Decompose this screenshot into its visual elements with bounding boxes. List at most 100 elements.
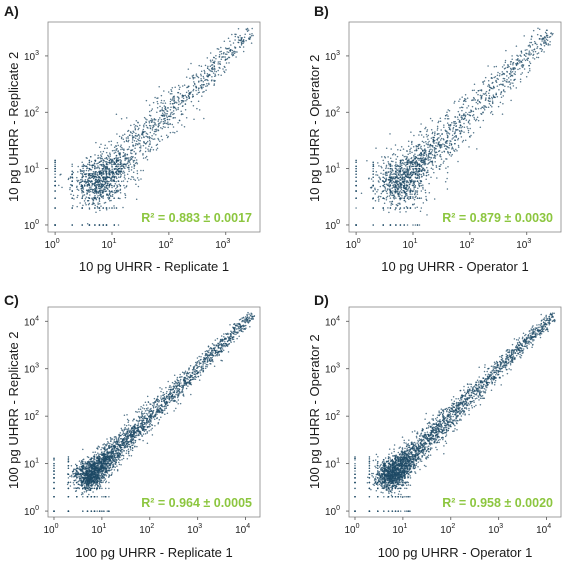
plot-frame [348,21,562,233]
data-point [151,137,153,140]
data-point [174,86,176,88]
data-point [468,119,471,122]
data-point [99,456,101,459]
data-point [171,381,174,384]
data-point [122,155,124,158]
data-point [442,143,444,145]
data-point [110,162,113,164]
data-point [446,177,448,180]
data-point [146,409,148,411]
data-point [418,185,421,188]
data-point [130,442,133,444]
data-point [150,146,153,148]
data-point [396,183,399,186]
data-point [115,156,117,159]
data-point [473,83,476,85]
data-point [412,168,414,171]
data-point [94,178,97,180]
data-point [102,171,105,173]
data-point [439,165,441,167]
data-point [434,131,436,133]
data-point [148,143,151,145]
data-point [388,176,391,179]
data-point [446,113,448,116]
data-point [133,178,135,181]
data-point [96,196,99,199]
data-point [415,144,417,147]
data-point [161,109,163,112]
data-point [391,165,393,167]
data-point [129,157,132,159]
data-point [409,152,411,155]
data-point [425,198,427,201]
panel-label: A) [4,3,19,19]
data-point [206,75,208,77]
data-point [537,52,540,54]
data-point [99,156,101,159]
x-tick-label: 100 [346,238,361,251]
data-point [154,123,156,126]
data-point [453,149,455,151]
data-point [413,198,416,201]
data-point [441,151,443,154]
data-point [494,76,497,78]
data-point [487,106,490,109]
data-point [107,440,109,443]
data-point [459,98,461,100]
data-point [101,186,104,188]
data-point [140,169,142,172]
data-point [146,432,149,434]
data-point [464,139,467,142]
data-point [71,190,73,192]
data-point [490,73,493,75]
data-point [92,457,95,459]
data-point [146,414,149,416]
data-point [127,139,130,142]
data-point [411,140,413,143]
data-point [71,170,73,172]
data-point [192,88,195,91]
data-point [102,195,104,198]
data-point [502,80,504,83]
data-point [113,205,115,207]
data-point [117,173,119,176]
data-point [121,165,123,167]
data-point [87,184,90,186]
data-point [403,176,405,179]
data-point [123,434,125,437]
data-point [501,71,504,73]
data-point [395,184,397,187]
data-point [451,146,454,148]
data-point [245,28,247,30]
data-point [377,189,379,191]
data-point [102,197,104,199]
data-point [103,202,106,204]
data-point [427,159,430,161]
data-point [512,64,514,66]
data-point [438,133,440,135]
data-point [430,156,432,159]
data-point [380,172,382,175]
data-point [433,154,436,157]
data-point [102,180,104,182]
data-point [420,182,422,184]
data-point [203,77,205,79]
data-point [94,179,96,182]
data-point [116,168,119,171]
data-point [420,197,423,199]
data-point [120,175,122,177]
data-point [407,172,410,174]
data-point [202,367,204,369]
data-point [448,124,450,126]
data-point [123,184,125,187]
data-point [134,137,137,140]
data-point [446,117,449,120]
data-point [82,170,84,172]
data-point [115,189,118,192]
data-point [97,183,100,186]
data-point [528,61,531,63]
data-point [383,177,386,180]
data-point [427,154,430,157]
data-point [381,156,383,158]
data-point [168,395,171,398]
